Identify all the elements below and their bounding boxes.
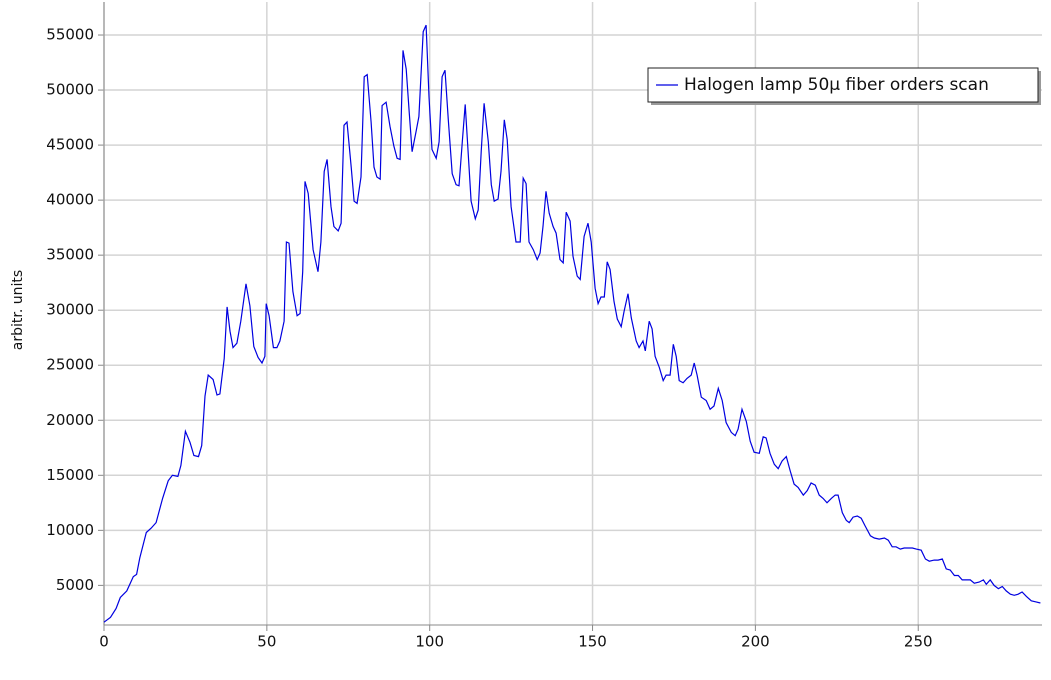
- x-tick-label: 0: [99, 633, 109, 651]
- x-tick-label: 200: [741, 633, 770, 651]
- y-tick-label: 15000: [46, 466, 94, 484]
- y-tick-label: 55000: [46, 26, 94, 44]
- x-tick-label: 50: [257, 633, 276, 651]
- y-tick-label: 5000: [56, 576, 94, 594]
- y-tick-label: 20000: [46, 411, 94, 429]
- y-tick-label: 45000: [46, 136, 94, 154]
- x-tick-label: 100: [415, 633, 444, 651]
- y-tick-label: 40000: [46, 191, 94, 209]
- data-line: [103, 24, 1041, 623]
- y-tick-label: 10000: [46, 521, 94, 539]
- x-tick-label: 250: [904, 633, 933, 651]
- y-tick-label: 35000: [46, 246, 94, 264]
- y-tick-label: 50000: [46, 81, 94, 99]
- y-axis-label: arbitr. units: [10, 270, 26, 350]
- legend: [647, 67, 1039, 103]
- y-tick-label: 25000: [46, 356, 94, 374]
- x-tick-label: 150: [578, 633, 607, 651]
- legend-label: Halogen lamp 50μ fiber orders scan: [684, 75, 989, 95]
- y-tick-label: 30000: [46, 301, 94, 319]
